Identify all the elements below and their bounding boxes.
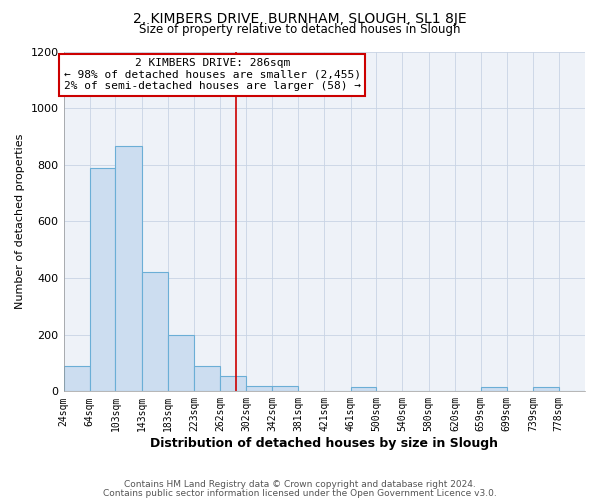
Text: Size of property relative to detached houses in Slough: Size of property relative to detached ho… xyxy=(139,22,461,36)
Text: Contains public sector information licensed under the Open Government Licence v3: Contains public sector information licen… xyxy=(103,488,497,498)
Text: 2 KIMBERS DRIVE: 286sqm
← 98% of detached houses are smaller (2,455)
2% of semi-: 2 KIMBERS DRIVE: 286sqm ← 98% of detache… xyxy=(64,58,361,92)
Bar xyxy=(168,334,194,392)
X-axis label: Distribution of detached houses by size in Slough: Distribution of detached houses by size … xyxy=(150,437,498,450)
Bar xyxy=(533,387,559,392)
Bar xyxy=(64,366,90,392)
Bar xyxy=(481,387,507,392)
Bar xyxy=(90,168,115,392)
Text: 2, KIMBERS DRIVE, BURNHAM, SLOUGH, SL1 8JE: 2, KIMBERS DRIVE, BURNHAM, SLOUGH, SL1 8… xyxy=(133,12,467,26)
Y-axis label: Number of detached properties: Number of detached properties xyxy=(15,134,25,309)
Bar xyxy=(246,386,272,392)
Bar xyxy=(142,272,168,392)
Text: Contains HM Land Registry data © Crown copyright and database right 2024.: Contains HM Land Registry data © Crown c… xyxy=(124,480,476,489)
Bar xyxy=(194,366,220,392)
Bar xyxy=(350,387,376,392)
Bar xyxy=(220,376,246,392)
Bar xyxy=(115,146,142,392)
Bar xyxy=(272,386,298,392)
